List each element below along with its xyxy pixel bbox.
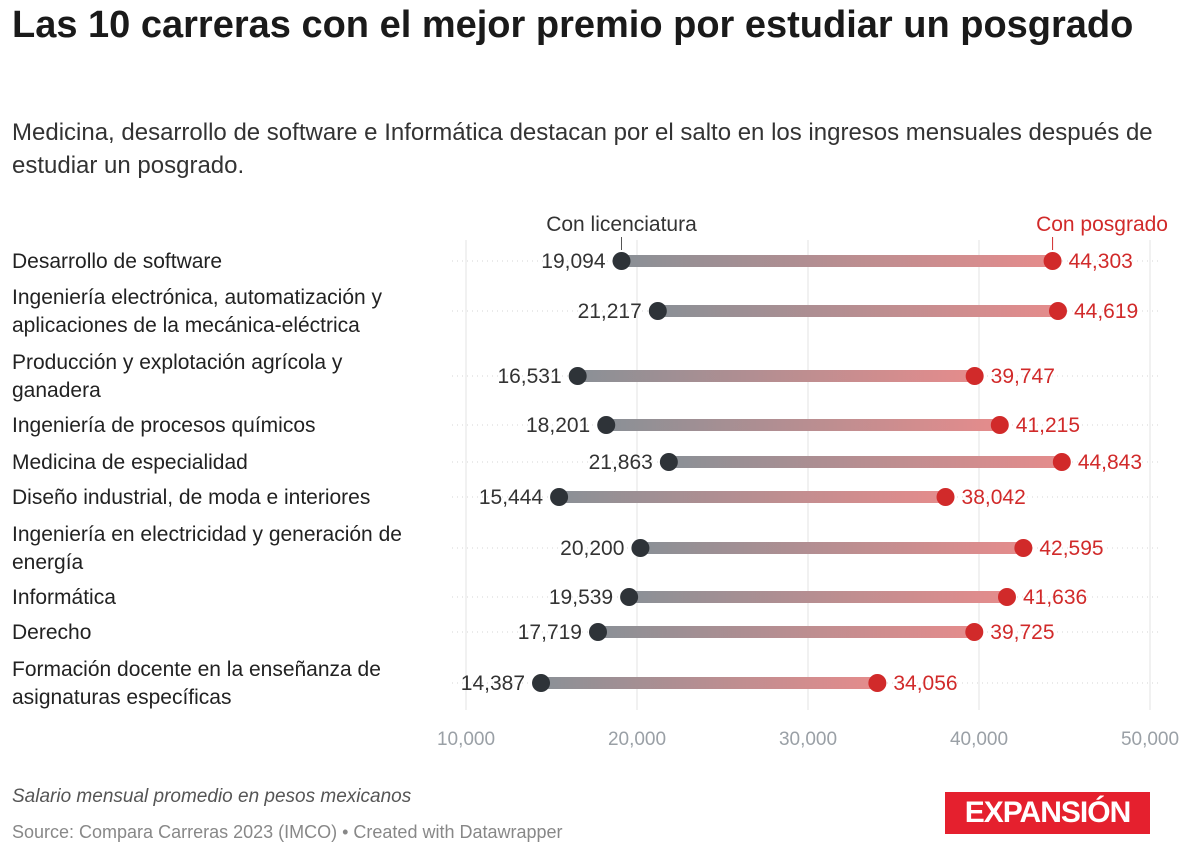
range-bar [640,542,1024,554]
licenciatura-dot [532,674,551,692]
row-label: Informática [12,586,116,609]
licenciatura-value-label: 16,531 [497,365,561,388]
licenciatura-dot [588,623,607,641]
posgrado-value-label: 38,042 [962,486,1026,509]
licenciatura-dot [568,367,587,385]
licenciatura-value-label: 17,719 [518,621,582,644]
range-bar [629,591,1007,603]
x-tick-label: 40,000 [950,729,1008,750]
row-label: Medicina de especialidad [12,451,248,474]
legend-licenciatura: Con licenciatura [546,213,697,236]
licenciatura-dot [550,488,569,506]
row-label: Derecho [12,621,91,644]
posgrado-dot [936,488,955,506]
row-label: Ingeniería de procesos químicos [12,414,316,437]
licenciatura-dot [597,416,616,434]
posgrado-value-label: 41,215 [1016,414,1080,437]
row-label: Ingeniería electrónica, automatización y… [12,286,383,337]
posgrado-value-label: 34,056 [893,672,957,695]
licenciatura-dot [612,252,631,270]
licenciatura-value-label: 18,201 [526,414,590,437]
posgrado-dot [1043,252,1062,270]
posgrado-dot [1048,302,1067,320]
expansion-logo: EXPANSIÓN [945,792,1150,834]
range-bar [577,370,975,382]
licenciatura-value-label: 19,094 [541,250,606,273]
posgrado-value-label: 44,843 [1078,451,1142,474]
licenciatura-value-label: 14,387 [461,672,525,695]
posgrado-dot [868,674,887,692]
range-bar [541,677,878,689]
posgrado-dot [1014,539,1033,557]
chart-note: Salario mensual promedio en pesos mexica… [12,786,412,807]
row-label: Diseño industrial, de moda e interiores [12,486,370,509]
licenciatura-value-label: 21,863 [589,451,653,474]
x-tick-label: 20,000 [608,729,666,750]
licenciatura-dot [620,588,639,606]
row-label: Ingeniería en electricidad y generación … [12,523,402,574]
x-tick-label: 30,000 [779,729,837,750]
posgrado-dot [997,588,1016,606]
posgrado-dot [990,416,1009,434]
posgrado-value-label: 44,303 [1069,250,1133,273]
range-bar [559,491,946,503]
licenciatura-value-label: 19,539 [549,586,613,609]
range-bar [621,255,1053,267]
dumbbell-chart: Desarrollo de software 19,094 44,303 Ingeni… [12,213,1179,750]
licenciatura-value-label: 20,200 [560,537,624,560]
x-tick-label: 10,000 [437,729,495,750]
row-label: Formación docente en la enseñanza de asig… [12,658,381,709]
x-tick-label: 50,000 [1121,729,1179,750]
posgrado-value-label: 44,619 [1074,300,1138,323]
chart-source: Source: Compara Carreras 2023 (IMCO) • C… [12,822,563,842]
row-label: Producción y explotación agrícola y ganad… [12,351,343,402]
licenciatura-dot [631,539,650,557]
licenciatura-value-label: 15,444 [479,486,544,509]
chart-subtitle: Medicina, desarrollo de software e Infor… [12,119,1153,179]
posgrado-dot [965,623,984,641]
posgrado-dot [965,367,984,385]
posgrado-value-label: 39,725 [990,621,1054,644]
range-bar [606,419,1000,431]
posgrado-dot [1052,453,1071,471]
posgrado-value-label: 41,636 [1023,586,1087,609]
row-label: Desarrollo de software [12,250,222,273]
licenciatura-dot [659,453,678,471]
range-bar [657,305,1058,317]
licenciatura-value-label: 21,217 [578,300,642,323]
posgrado-value-label: 42,595 [1039,537,1103,560]
range-bar [597,626,975,638]
licenciatura-dot [648,302,667,320]
chart-title: Las 10 carreras con el mejor premio por … [12,4,1134,46]
legend-posgrado: Con posgrado [1036,213,1168,236]
posgrado-value-label: 39,747 [991,365,1055,388]
range-bar [668,456,1062,468]
